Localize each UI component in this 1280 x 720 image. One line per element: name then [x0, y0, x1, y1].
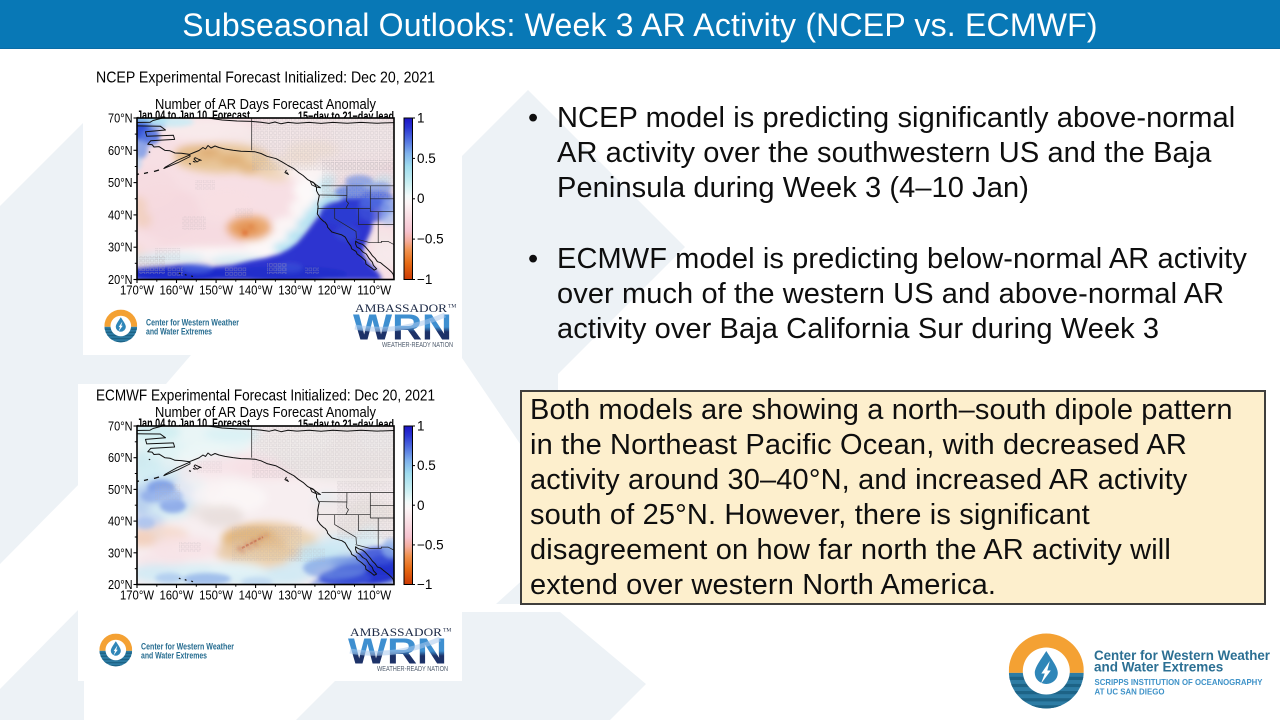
svg-text:−0.5: −0.5: [417, 537, 444, 552]
svg-text:120°W: 120°W: [318, 283, 353, 298]
svg-text:0: 0: [417, 191, 425, 206]
svg-text:160°W: 160°W: [160, 588, 195, 603]
svg-text:WEATHER-READY NATION: WEATHER-READY NATION: [377, 666, 448, 673]
svg-text:40°N: 40°N: [108, 514, 133, 529]
svg-text:170°W: 170°W: [120, 283, 155, 298]
svg-text:110°W: 110°W: [357, 588, 392, 603]
svg-text:50°N: 50°N: [108, 482, 133, 497]
svg-text:150°W: 150°W: [199, 588, 234, 603]
svg-text:AT UC SAN DIEGO: AT UC SAN DIEGO: [1095, 687, 1166, 697]
svg-text:40°N: 40°N: [108, 207, 133, 222]
svg-text:170°W: 170°W: [120, 588, 155, 603]
svg-text:−1: −1: [417, 577, 432, 592]
svg-text:0.5: 0.5: [417, 458, 436, 473]
svg-text:Center for Western Weather: Center for Western Weather: [1094, 648, 1271, 663]
svg-text:Number of AR Days Forecast Ano: Number of AR Days Forecast Anomaly: [155, 96, 376, 113]
svg-text:and Water Extremes: and Water Extremes: [146, 327, 212, 337]
svg-text:60°N: 60°N: [108, 450, 133, 465]
svg-text:140°W: 140°W: [239, 283, 274, 298]
svg-text:70°N: 70°N: [108, 419, 133, 434]
svg-text:60°N: 60°N: [108, 143, 133, 158]
svg-text:Number of AR Days Forecast Ano: Number of AR Days Forecast Anomaly: [155, 404, 376, 421]
svg-text:AMBASSADOR: AMBASSADOR: [355, 303, 447, 315]
svg-text:1: 1: [417, 111, 425, 126]
svg-text:20°N: 20°N: [108, 272, 133, 287]
svg-text:130°W: 130°W: [278, 283, 313, 298]
svg-text:NCEP Experimental Forecast Ini: NCEP Experimental Forecast Initialized: …: [96, 70, 435, 87]
svg-text:TM: TM: [448, 304, 456, 310]
svg-text:WEATHER-READY NATION: WEATHER-READY NATION: [382, 342, 453, 349]
svg-text:0.5: 0.5: [417, 151, 436, 166]
svg-text:−1: −1: [417, 272, 432, 287]
svg-text:150°W: 150°W: [199, 283, 234, 298]
svg-text:0: 0: [417, 498, 425, 513]
svg-text:30°N: 30°N: [108, 545, 133, 560]
svg-text:70°N: 70°N: [108, 111, 133, 126]
svg-text:and Water Extremes: and Water Extremes: [141, 651, 207, 661]
svg-text:20°N: 20°N: [108, 577, 133, 592]
svg-text:TM: TM: [443, 628, 451, 634]
svg-text:and Water Extremes: and Water Extremes: [1094, 660, 1223, 675]
svg-text:30°N: 30°N: [108, 240, 133, 255]
svg-text:50°N: 50°N: [108, 175, 133, 190]
svg-text:ECMWF Experimental Forecast In: ECMWF Experimental Forecast Initialized:…: [96, 387, 435, 404]
svg-text:SCRIPPS INSTITUTION OF OCEANOG: SCRIPPS INSTITUTION OF OCEANOGRAPHY: [1095, 677, 1263, 687]
svg-text:1: 1: [417, 419, 425, 434]
svg-text:−0.5: −0.5: [417, 232, 444, 247]
svg-text:110°W: 110°W: [357, 283, 392, 298]
svg-text:AMBASSADOR: AMBASSADOR: [350, 627, 442, 639]
svg-text:130°W: 130°W: [278, 588, 313, 603]
svg-text:160°W: 160°W: [160, 283, 195, 298]
svg-text:Center for Western Weather: Center for Western Weather: [146, 318, 239, 328]
svg-text:140°W: 140°W: [239, 588, 274, 603]
svg-text:120°W: 120°W: [318, 588, 353, 603]
svg-text:Center for Western Weather: Center for Western Weather: [141, 642, 234, 652]
